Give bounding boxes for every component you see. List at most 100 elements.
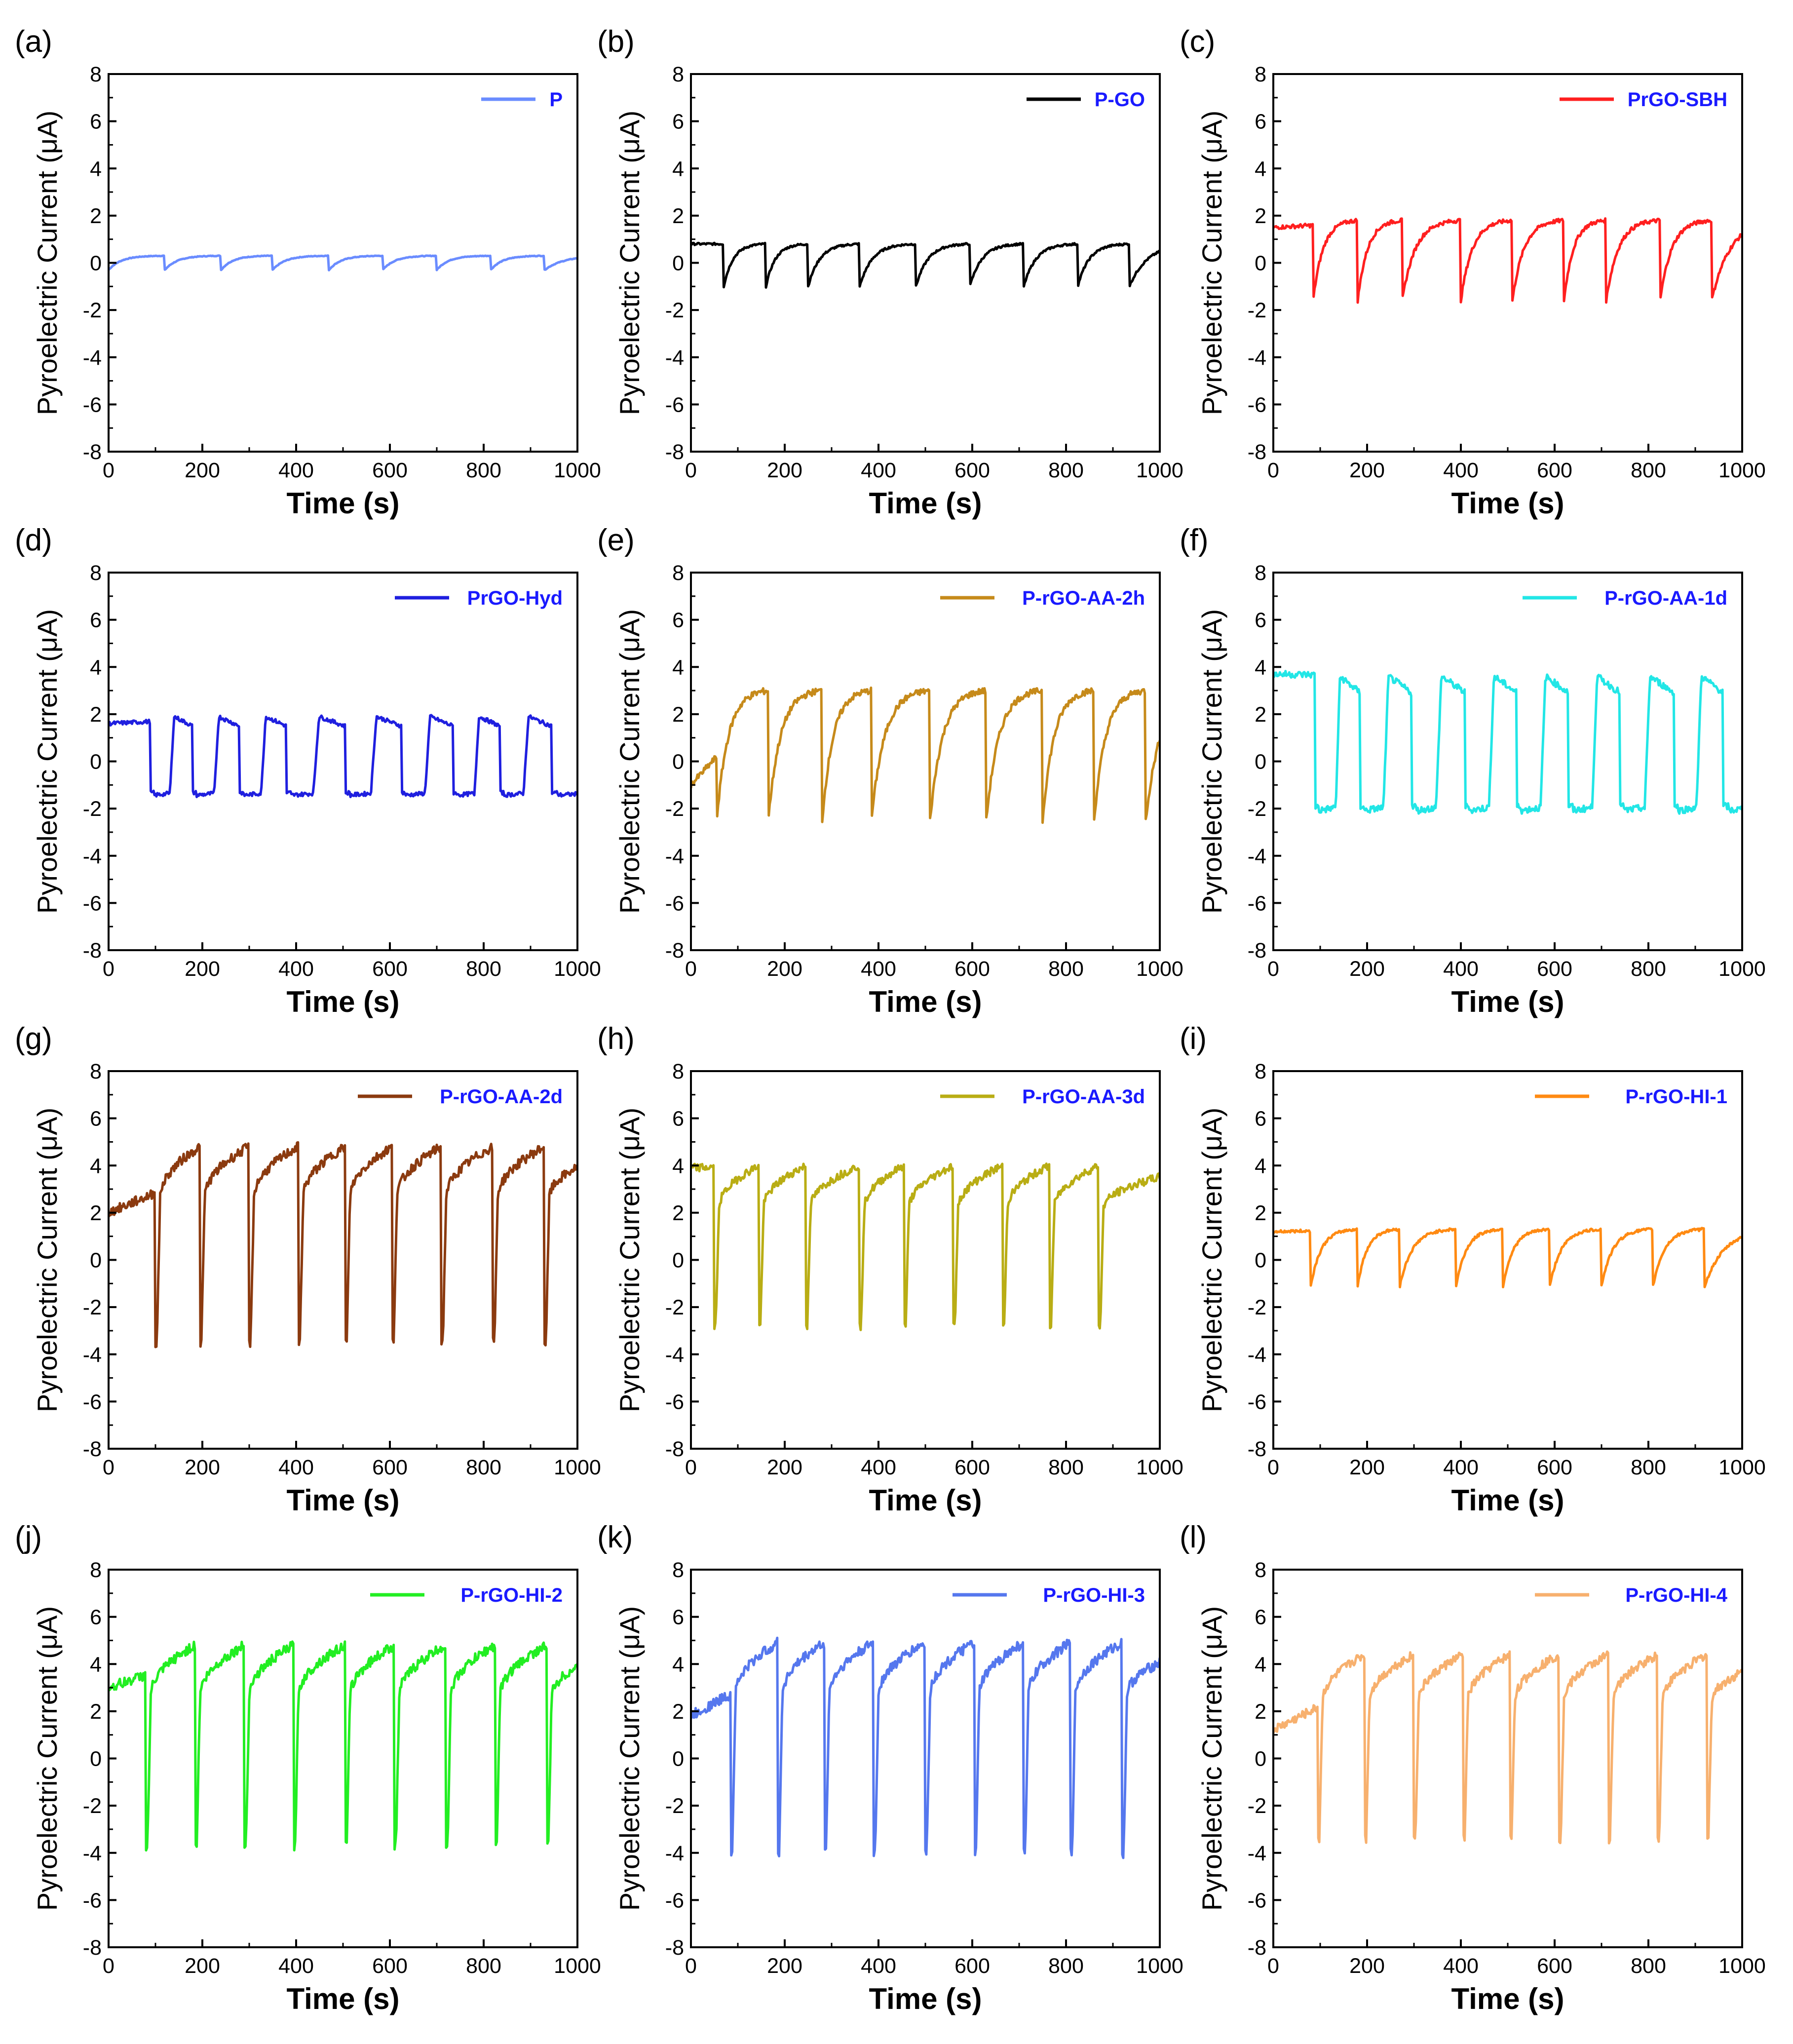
legend-label: P-rGO-AA-3d [1022, 1086, 1145, 1108]
x-tick-label: 400 [1443, 459, 1479, 482]
y-axis-title: Pyroelectric Current (μA) [614, 111, 645, 415]
panel-label: (h) [597, 1022, 635, 1056]
chart-panel-g: (g) -8 -6 -4 -2 0 2 4 6 8 0 200 400 600 800 1000 Time (s… [15, 1022, 601, 1517]
y-tick-label: -4 [665, 1842, 684, 1865]
x-tick-label: 800 [466, 1954, 501, 1978]
x-tick-label: 0 [103, 459, 114, 482]
y-tick-label: 6 [1255, 1606, 1266, 1629]
x-tick-label: 0 [685, 1456, 697, 1479]
x-tick-label: 1000 [1718, 1456, 1766, 1479]
y-tick-label: -8 [1248, 1437, 1266, 1461]
y-tick-label: -2 [665, 797, 684, 821]
x-tick-label: 800 [1048, 459, 1084, 482]
y-tick-label: -2 [83, 1794, 102, 1818]
x-tick-label: 200 [185, 459, 220, 482]
x-tick-label: 800 [1631, 1954, 1666, 1978]
y-tick-label: -8 [83, 440, 102, 464]
x-tick-label: 400 [1443, 1954, 1479, 1978]
chart-panel-c: (c) -8 -6 -4 -2 0 2 4 6 8 0 200 400 600 800 1000 Time (s… [1180, 25, 1766, 520]
series-line [1273, 217, 1742, 304]
y-tick-label: 6 [1255, 609, 1266, 632]
x-tick-label: 600 [954, 459, 990, 482]
y-tick-label: -6 [665, 891, 684, 915]
x-tick-label: 400 [861, 1456, 896, 1479]
y-axis-title: Pyroelectric Current (μA) [32, 609, 63, 914]
legend-label: P-rGO-HI-3 [1043, 1584, 1145, 1606]
series-line [691, 686, 1160, 824]
x-tick-label: 200 [185, 1954, 220, 1978]
panel-label: (f) [1180, 523, 1209, 557]
x-tick-label: 800 [466, 459, 501, 482]
panel-label: (a) [15, 25, 52, 59]
y-tick-label: 0 [90, 1747, 102, 1771]
chart-panel-h: (h) -8 -6 -4 -2 0 2 4 6 8 0 200 400 600 800 1000 Time (s… [597, 1022, 1183, 1517]
x-tick-label: 1000 [554, 957, 601, 981]
y-tick-label: -4 [665, 1343, 684, 1367]
y-tick-label: -2 [1248, 1794, 1266, 1818]
plot-frame [108, 1070, 578, 1450]
y-tick-label: 8 [1255, 1558, 1266, 1582]
x-tick-label: 1000 [1136, 957, 1183, 981]
series-line [1273, 1227, 1742, 1289]
y-tick-label: -8 [83, 939, 102, 963]
y-tick-label: -8 [83, 1437, 102, 1461]
x-tick-label: 800 [466, 957, 501, 981]
y-tick-label: 4 [672, 1653, 684, 1676]
y-tick-label: 4 [672, 157, 684, 181]
y-tick-label: 8 [90, 63, 102, 86]
y-tick-label: 2 [90, 1201, 102, 1225]
y-axis-title: Pyroelectric Current (μA) [614, 609, 645, 914]
y-tick-label: -6 [665, 393, 684, 417]
x-axis-title: Time (s) [1451, 487, 1564, 520]
x-tick-label: 400 [1443, 1456, 1479, 1479]
y-tick-label: 6 [90, 609, 102, 632]
x-tick-label: 400 [278, 1954, 314, 1978]
y-tick-label: 0 [672, 252, 684, 275]
x-tick-label: 400 [278, 459, 314, 482]
y-tick-label: 2 [1255, 1201, 1266, 1225]
plot-frame [1272, 1070, 1743, 1450]
x-tick-label: 600 [1537, 1456, 1572, 1479]
x-tick-label: 200 [767, 1456, 802, 1479]
y-tick-label: 8 [1255, 63, 1266, 86]
y-axis-title: Pyroelectric Current (μA) [1196, 1108, 1227, 1412]
y-tick-label: 0 [1255, 1249, 1266, 1273]
legend-label: P-GO [1095, 89, 1145, 111]
y-tick-label: -6 [665, 1390, 684, 1414]
panel-label: (d) [15, 523, 52, 557]
y-axis-title: Pyroelectric Current (μA) [1196, 1606, 1227, 1911]
y-tick-label: 8 [672, 63, 684, 86]
chart-panel-l: (l) -8 -6 -4 -2 0 2 4 6 8 0 200 400 600 800 1000 Time (s… [1180, 1520, 1766, 2015]
y-tick-label: 2 [672, 1700, 684, 1724]
panel-label: (b) [597, 25, 635, 59]
x-tick-label: 0 [685, 1954, 697, 1978]
y-tick-label: 8 [90, 1558, 102, 1582]
y-tick-label: -2 [665, 1794, 684, 1818]
y-tick-label: 6 [90, 1606, 102, 1629]
y-tick-label: 4 [672, 656, 684, 679]
x-tick-label: 600 [954, 1456, 990, 1479]
y-tick-label: -4 [665, 346, 684, 370]
y-tick-label: -8 [1248, 440, 1266, 464]
series-line [109, 714, 577, 799]
x-tick-label: 0 [103, 1954, 114, 1978]
y-tick-label: 0 [672, 1747, 684, 1771]
x-tick-label: 400 [278, 957, 314, 981]
y-tick-label: 2 [1255, 703, 1266, 727]
y-tick-label: 2 [90, 204, 102, 228]
x-axis-title: Time (s) [1451, 1982, 1564, 2015]
x-tick-label: 200 [1349, 1456, 1385, 1479]
legend-label: P-rGO-HI-1 [1625, 1086, 1727, 1108]
x-tick-label: 800 [1631, 459, 1666, 482]
x-tick-label: 0 [1267, 957, 1279, 981]
y-tick-label: -2 [1248, 797, 1266, 821]
y-axis-title: Pyroelectric Current (μA) [1196, 111, 1227, 415]
plot-frame [108, 572, 578, 951]
y-tick-label: 6 [672, 609, 684, 632]
x-tick-label: 200 [1349, 1954, 1385, 1978]
x-tick-label: 0 [1267, 1456, 1279, 1479]
y-tick-label: 0 [672, 750, 684, 774]
panel-label: (j) [15, 1520, 42, 1554]
y-tick-label: -4 [83, 346, 102, 370]
x-axis-title: Time (s) [287, 1484, 400, 1517]
